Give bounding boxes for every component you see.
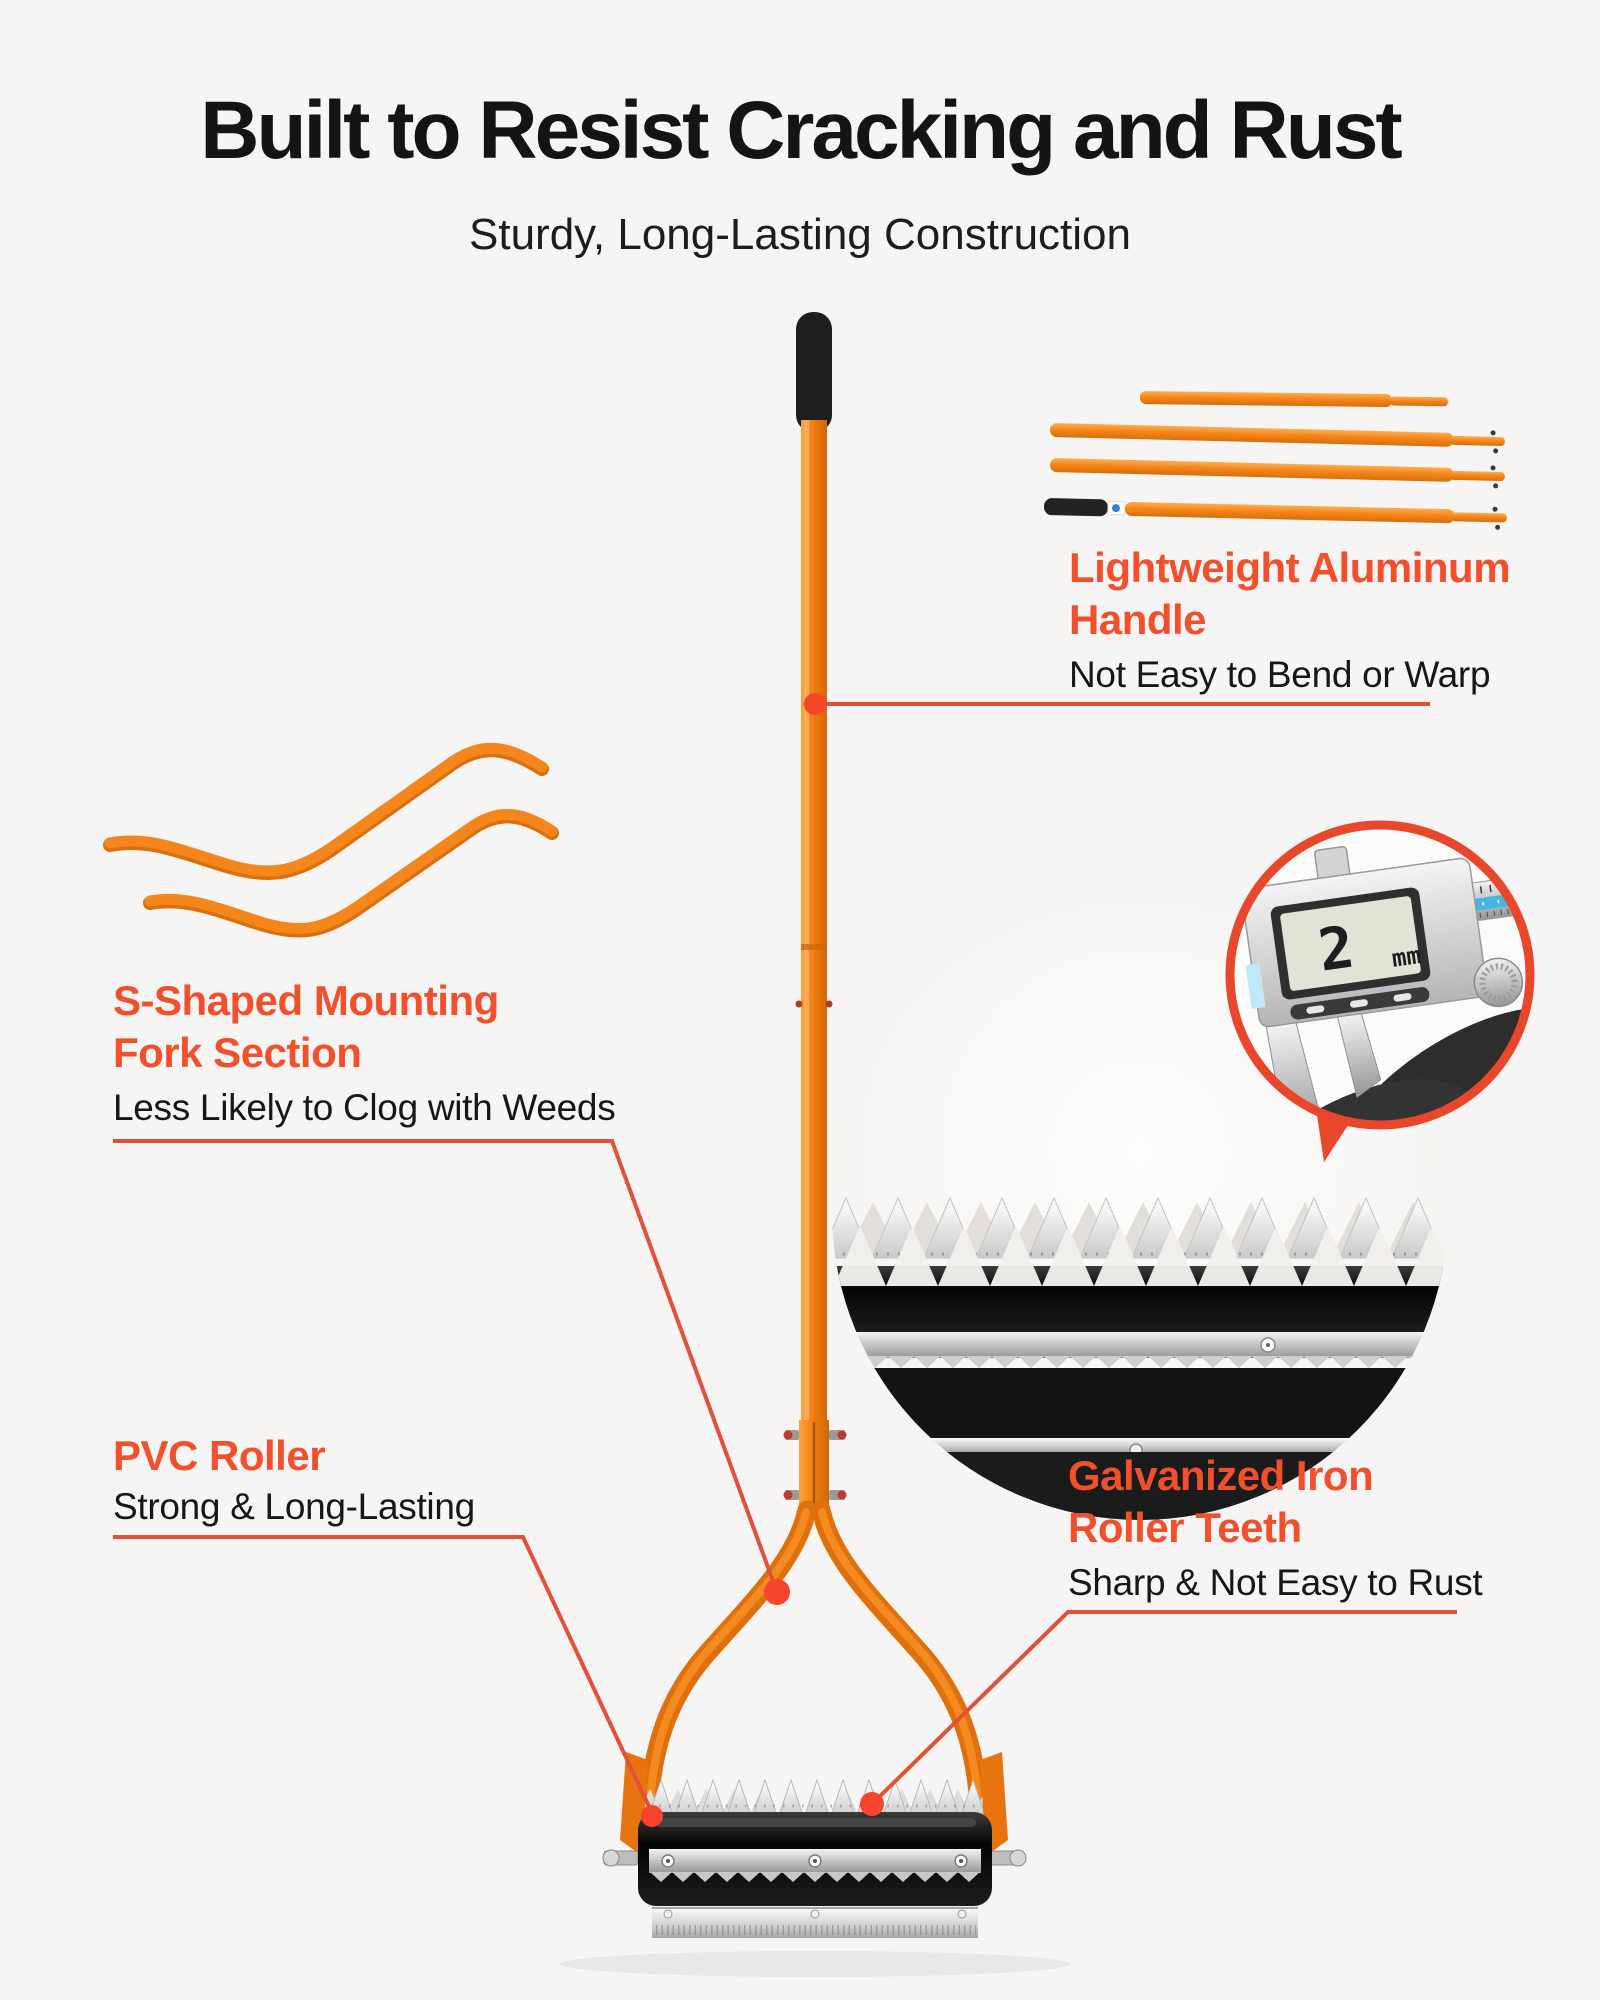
fork-clamp: [783, 1420, 847, 1512]
pole-grip: [1043, 498, 1108, 517]
callout-fork-section: S-Shaped Mounting Fork Section Less Like…: [113, 975, 616, 1129]
heading-line: Handle: [1069, 596, 1207, 644]
callout-heading: PVC Roller: [113, 1432, 326, 1479]
callout-heading: Galvanized Iron Roller Teeth: [1068, 1450, 1482, 1554]
heading-line: Galvanized Iron: [1068, 1452, 1374, 1499]
heading-line: Roller Teeth: [1068, 1504, 1302, 1552]
s-shaped-fork-pieces: [103, 742, 559, 938]
callout-heading: S-Shaped Mounting Fork Section: [113, 975, 615, 1079]
callout-body: Less Likely to Clog with Weeds: [113, 1087, 616, 1129]
roller-assembly: [560, 1752, 1070, 1977]
pvc-callout-line: [113, 1535, 654, 1814]
heading-line: S-Shaped Mounting: [113, 977, 499, 1024]
caliper-inset: 2 mm: [1225, 820, 1535, 1162]
fork-callout-line: [113, 1139, 779, 1593]
teeth-callout-line: [870, 1610, 1457, 1806]
callout-body: Strong & Long-Lasting: [113, 1486, 475, 1528]
callout-roller-teeth: Galvanized Iron Roller Teeth Sharp & Not…: [1068, 1450, 1483, 1604]
digital-caliper: 2 mm: [1237, 846, 1526, 1121]
callout-lines: [113, 702, 1457, 1814]
heading-line: Fork Section: [113, 1029, 362, 1077]
callout-heading: Lightweight Aluminum Handle: [1069, 542, 1511, 646]
page-title: Built to Resist Cracking and Rust: [200, 85, 1403, 176]
caliper-unit: mm: [1390, 941, 1423, 973]
fork-arms: [639, 1500, 989, 1818]
inset-ring: [1225, 820, 1535, 1130]
callout-pvc-roller: PVC Roller Strong & Long-Lasting: [113, 1430, 475, 1528]
tool-shaft: [801, 420, 827, 1512]
handle-pole-segments: [1043, 391, 1507, 530]
heading-line: Lightweight Aluminum: [1069, 544, 1511, 591]
tool-grip: [796, 312, 832, 432]
page-subtitle: Sturdy, Long-Lasting Construction: [469, 210, 1131, 259]
callout-body: Not Easy to Bend or Warp: [1069, 654, 1491, 696]
callout-dots: [641, 693, 884, 1827]
callout-body: Sharp & Not Easy to Rust: [1068, 1562, 1483, 1604]
callout-aluminum-handle: Lightweight Aluminum Handle Not Easy to …: [1069, 542, 1511, 696]
thatch-roller-tool: [560, 312, 1070, 1977]
